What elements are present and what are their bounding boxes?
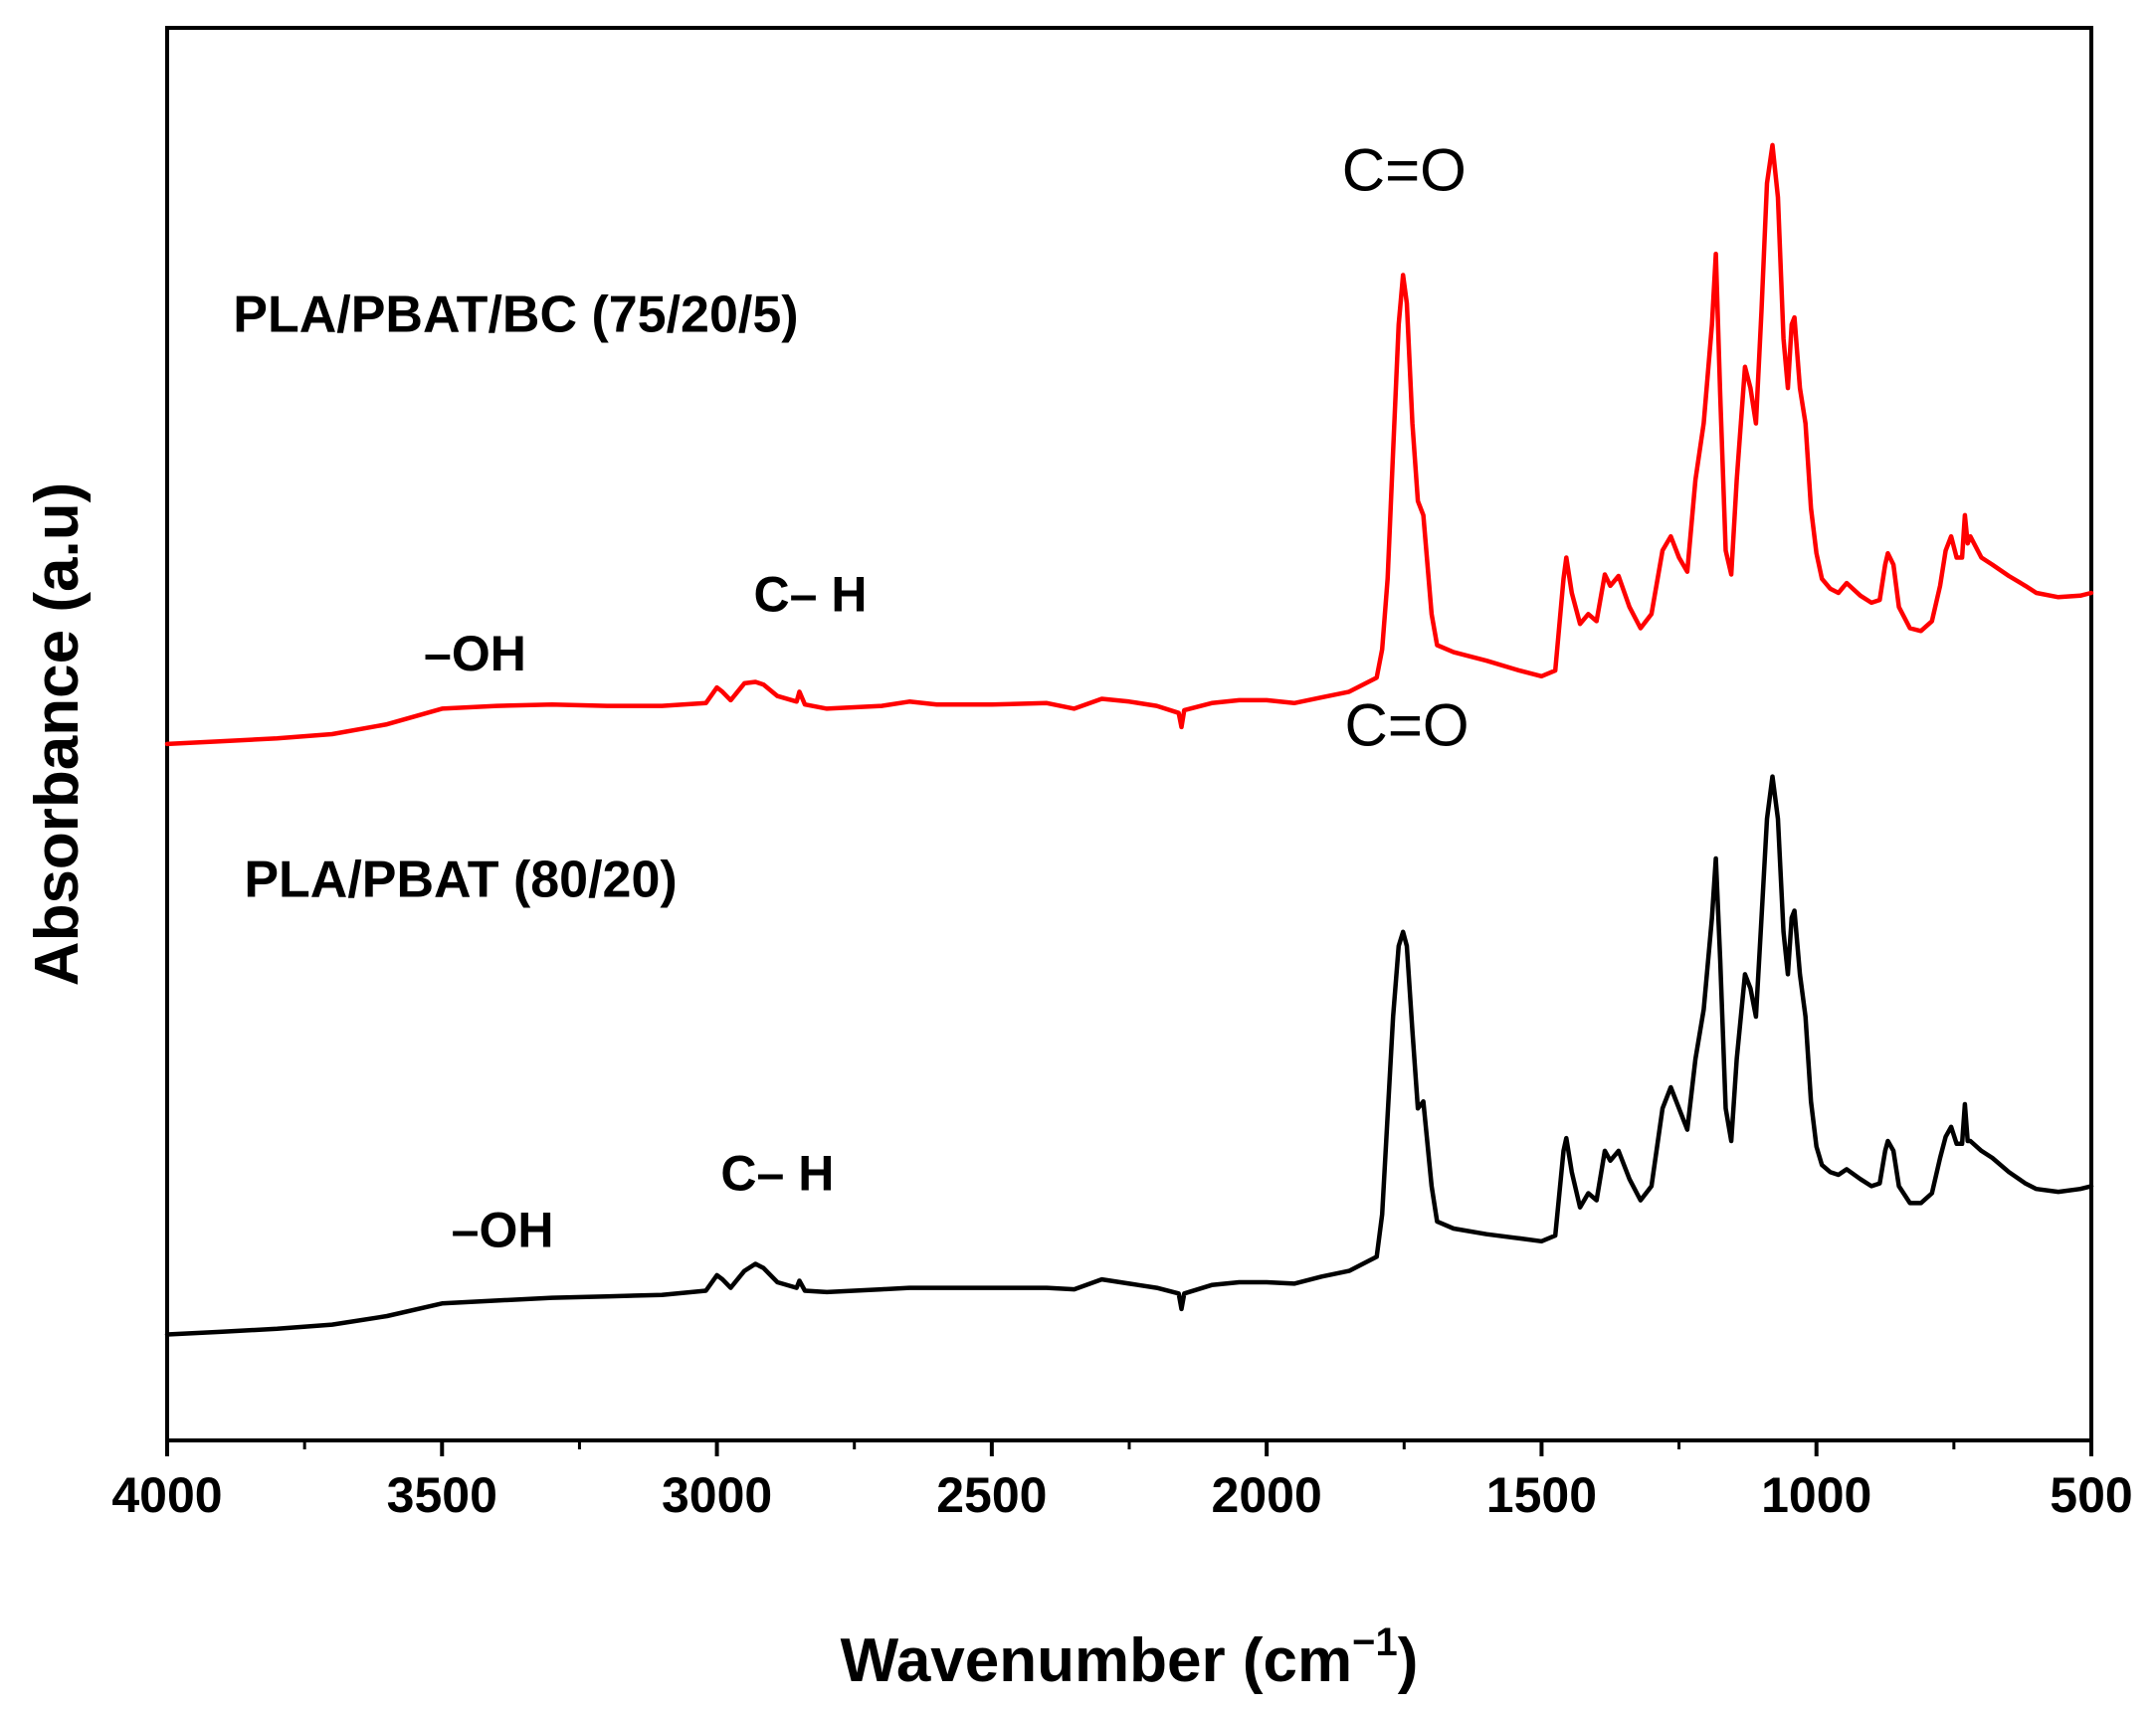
series-layer	[164, 142, 2094, 1337]
annotation-5: –OH	[452, 1202, 554, 1257]
annotation-2: –OH	[424, 626, 526, 681]
x-axis-ticks: 4000 3500 3000 2500 2000 1500 1000 500	[111, 1440, 2133, 1523]
series-line-0	[164, 142, 2094, 747]
annotation-1: PLA/PBAT (80/20)	[244, 851, 677, 908]
annotations-layer: PLA/PBAT/BC (75/20/5) PLA/PBAT (80/20) –OH…	[233, 136, 1469, 1257]
annotation-3: C– H	[754, 566, 868, 622]
annotation-6: C– H	[720, 1146, 834, 1202]
x-axis-title: Wavenumber (cm−1)	[841, 1620, 1419, 1695]
x-tick-label: 3500	[387, 1467, 497, 1523]
y-axis-title: Absorbance (a.u)	[23, 482, 92, 986]
x-tick-label: 500	[2050, 1467, 2132, 1523]
x-tick-label: 3000	[662, 1467, 772, 1523]
series-line-1	[164, 774, 2094, 1337]
x-axis-title-superscript: −1	[1352, 1620, 1398, 1664]
x-tick-label: 1000	[1761, 1467, 1871, 1523]
annotation-4: C=O	[1342, 136, 1467, 203]
annotation-7: C=O	[1345, 691, 1470, 758]
x-tick-label: 4000	[111, 1467, 222, 1523]
x-tick-label: 1500	[1486, 1467, 1597, 1523]
x-axis-title-close: )	[1398, 1626, 1419, 1695]
x-axis-title-main: Wavenumber (cm	[841, 1626, 1353, 1695]
x-tick-label: 2500	[936, 1467, 1047, 1523]
x-tick-label: 2000	[1212, 1467, 1322, 1523]
annotation-0: PLA/PBAT/BC (75/20/5)	[233, 285, 798, 343]
